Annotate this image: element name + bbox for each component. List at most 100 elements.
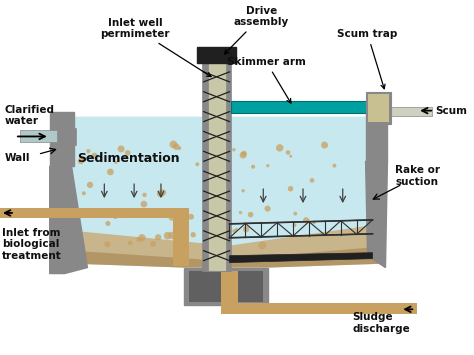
Circle shape	[118, 146, 125, 152]
Circle shape	[140, 201, 147, 207]
Circle shape	[195, 162, 199, 166]
Polygon shape	[365, 111, 387, 161]
Polygon shape	[365, 92, 392, 124]
Circle shape	[211, 183, 214, 186]
Circle shape	[107, 208, 114, 215]
Circle shape	[87, 182, 93, 188]
Circle shape	[188, 214, 194, 220]
Text: Skimmer arm: Skimmer arm	[227, 57, 306, 103]
Circle shape	[292, 223, 296, 227]
Circle shape	[264, 206, 271, 212]
Polygon shape	[0, 208, 181, 218]
Polygon shape	[365, 161, 387, 268]
Polygon shape	[173, 208, 189, 266]
Circle shape	[191, 232, 196, 237]
Polygon shape	[226, 57, 231, 271]
Polygon shape	[220, 271, 238, 314]
Circle shape	[243, 226, 249, 233]
Circle shape	[258, 242, 266, 250]
Circle shape	[251, 165, 255, 169]
Polygon shape	[367, 94, 390, 121]
Circle shape	[288, 186, 293, 191]
Circle shape	[303, 217, 309, 223]
Circle shape	[232, 229, 236, 233]
Polygon shape	[57, 127, 75, 146]
Circle shape	[150, 241, 156, 247]
Circle shape	[222, 163, 227, 169]
Text: Clarified
water: Clarified water	[5, 105, 55, 126]
Circle shape	[170, 141, 177, 148]
Circle shape	[332, 164, 337, 168]
Circle shape	[321, 142, 328, 149]
Circle shape	[232, 148, 236, 152]
Circle shape	[286, 150, 290, 155]
Circle shape	[142, 193, 147, 197]
Circle shape	[157, 190, 164, 197]
Circle shape	[138, 234, 146, 241]
Circle shape	[241, 151, 247, 156]
Circle shape	[82, 191, 86, 195]
Circle shape	[310, 178, 314, 183]
Polygon shape	[50, 111, 73, 166]
Text: Wall: Wall	[5, 153, 30, 163]
Circle shape	[239, 152, 246, 159]
Text: Inlet well
permimeter: Inlet well permimeter	[100, 17, 211, 77]
Circle shape	[217, 224, 225, 232]
Circle shape	[169, 215, 174, 221]
Circle shape	[213, 201, 216, 204]
Circle shape	[160, 189, 166, 196]
Circle shape	[176, 215, 183, 223]
Circle shape	[173, 143, 180, 150]
Circle shape	[178, 146, 181, 150]
Polygon shape	[229, 253, 373, 263]
Text: Sedimentation: Sedimentation	[78, 152, 180, 165]
Polygon shape	[387, 106, 432, 116]
Circle shape	[156, 210, 163, 217]
Polygon shape	[184, 268, 268, 305]
Text: Scum trap: Scum trap	[337, 29, 398, 89]
Text: Inlet from
biological
treatment: Inlet from biological treatment	[2, 228, 62, 261]
Polygon shape	[197, 47, 237, 63]
Text: Scum: Scum	[435, 106, 467, 116]
Polygon shape	[20, 131, 60, 142]
Polygon shape	[231, 101, 380, 113]
Polygon shape	[50, 166, 87, 274]
Circle shape	[204, 141, 208, 145]
Circle shape	[312, 220, 316, 224]
Circle shape	[124, 213, 130, 218]
Circle shape	[266, 164, 269, 168]
Circle shape	[289, 155, 292, 158]
Circle shape	[168, 232, 176, 239]
Polygon shape	[189, 271, 263, 302]
Circle shape	[91, 153, 98, 159]
Circle shape	[248, 212, 254, 217]
Text: Rake or
suction: Rake or suction	[395, 165, 440, 187]
Polygon shape	[227, 303, 417, 314]
Circle shape	[241, 189, 245, 192]
Circle shape	[105, 221, 110, 226]
Polygon shape	[72, 226, 385, 268]
Circle shape	[293, 212, 297, 215]
Circle shape	[114, 161, 118, 164]
Circle shape	[137, 237, 141, 242]
Circle shape	[125, 150, 130, 156]
Circle shape	[107, 169, 114, 175]
Circle shape	[239, 211, 242, 214]
Circle shape	[128, 241, 132, 245]
Circle shape	[276, 144, 283, 152]
Text: Sludge
discharge: Sludge discharge	[353, 312, 410, 334]
Circle shape	[78, 158, 84, 164]
Polygon shape	[201, 57, 208, 271]
Circle shape	[210, 201, 213, 206]
Text: Drive
assembly: Drive assembly	[225, 6, 289, 54]
Polygon shape	[72, 116, 385, 268]
Circle shape	[155, 234, 161, 241]
Polygon shape	[207, 52, 227, 271]
Circle shape	[86, 149, 91, 153]
Circle shape	[104, 241, 110, 247]
Polygon shape	[72, 248, 385, 268]
Circle shape	[113, 214, 118, 219]
Circle shape	[235, 228, 238, 231]
Circle shape	[164, 232, 172, 239]
Circle shape	[207, 240, 211, 245]
